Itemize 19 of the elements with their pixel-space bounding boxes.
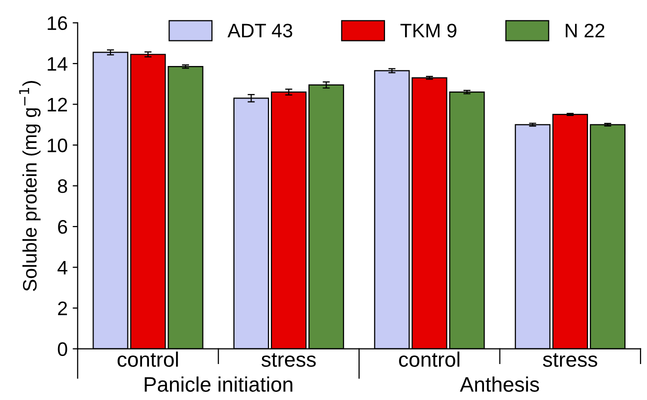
x-tick-label: control <box>399 352 460 367</box>
x-tick-label: control <box>118 352 178 367</box>
y-tick-label: 8 <box>58 179 68 194</box>
y-tick-label: 10 <box>48 138 68 152</box>
text: Panicle initiation <box>144 376 292 392</box>
legend-label: ADT 43 <box>228 24 292 38</box>
y-tick-label: 16 <box>48 16 68 30</box>
y-axis-title: Soluble protein (mg g$^{−1}$) <box>19 80 41 291</box>
legend-label: TKM 9 <box>400 24 456 38</box>
x-tick-label: stress <box>262 353 316 367</box>
y-tick-label: 2 <box>58 302 67 316</box>
y-tick-label: 14 <box>48 57 68 71</box>
y-tick-label: 12 <box>48 98 67 112</box>
x-tick-label: stress <box>542 353 598 367</box>
y-tick-label: 6 <box>58 220 68 234</box>
text: Anthesis <box>460 376 540 392</box>
y-tick-label: 0 <box>58 342 68 356</box>
y-tick-label: 4 <box>58 260 68 274</box>
legend-label: N 22 <box>566 24 604 38</box>
